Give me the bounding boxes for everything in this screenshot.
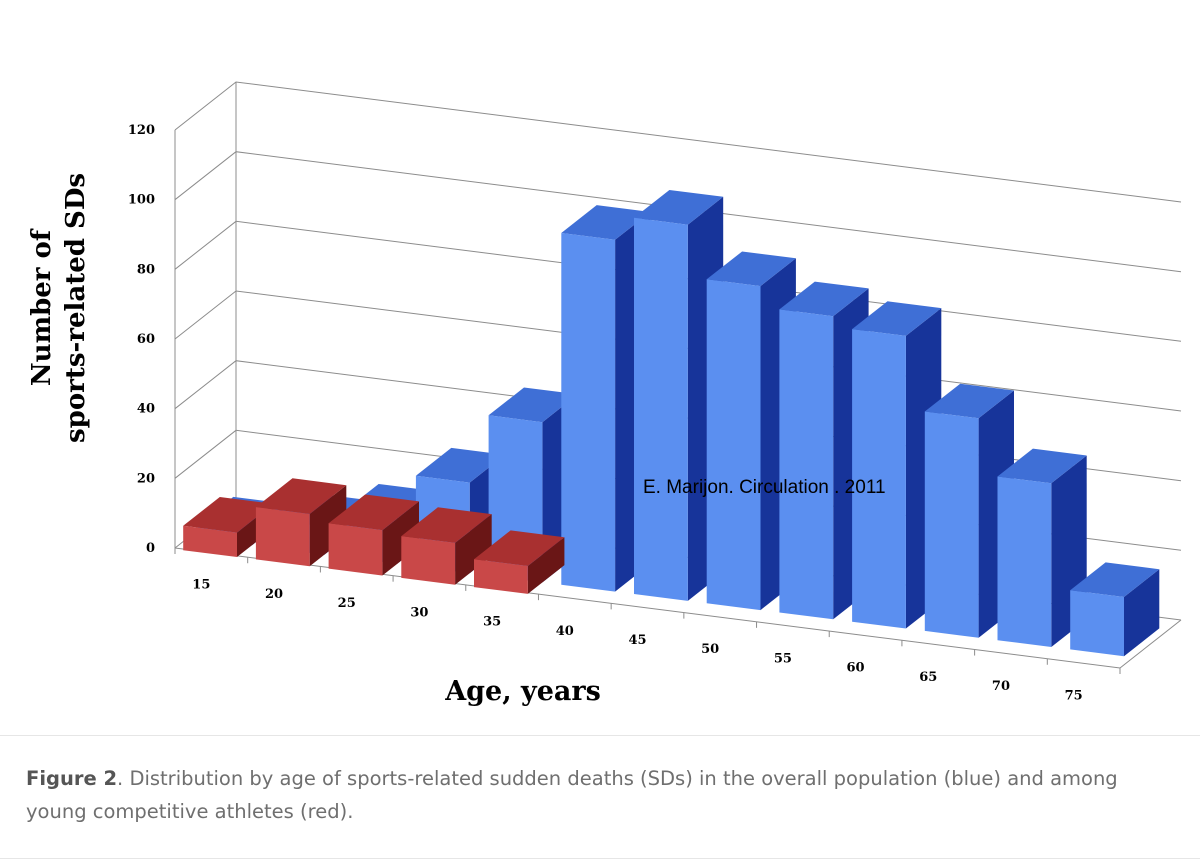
y-axis-title: Number of sports-related SDs [27, 173, 91, 443]
bar-blue [852, 301, 942, 629]
x-tick-label: 25 [338, 596, 356, 611]
bar-red [255, 478, 347, 567]
x-tick-label: 15 [192, 578, 210, 593]
bar-red-top [183, 497, 274, 533]
bar-red-top [474, 530, 565, 566]
bar-blue-front [924, 411, 979, 638]
bars [183, 190, 1160, 657]
bar-blue-top [1070, 562, 1160, 597]
x-tick-label: 40 [556, 624, 574, 639]
x-tick-label: 65 [919, 670, 937, 685]
x-tick-label: 45 [628, 633, 646, 648]
bar-blue-top [415, 447, 506, 483]
x-tick-label: 60 [847, 661, 865, 676]
bar-blue-top [634, 190, 724, 225]
grid [174, 81, 1182, 674]
bar-blue-front [706, 279, 761, 611]
bar-red-front [474, 559, 528, 594]
bar-blue-front [997, 476, 1052, 647]
bar-red-top [401, 507, 492, 543]
bar-red-front [401, 536, 456, 585]
x-tick-label: 55 [774, 651, 792, 666]
gridline [174, 81, 1182, 203]
y-axis-title-line-1: Number of [27, 228, 57, 386]
y-axis-title-line-2: sports-related SDs [61, 173, 91, 443]
caption-divider-top [0, 735, 1200, 736]
y-tick-label: 60 [137, 332, 155, 347]
bar-blue [1070, 562, 1160, 657]
bar-blue-top [706, 251, 796, 287]
bar-blue-top [997, 448, 1087, 484]
bar-blue-top [924, 383, 1014, 419]
bar-red-front [255, 507, 310, 567]
y-tick-label: 120 [128, 123, 155, 138]
x-tick-label: 20 [265, 587, 283, 602]
y-tick-label: 20 [137, 471, 155, 486]
bar-red-front [183, 525, 237, 557]
bar-blue-front [634, 217, 688, 601]
caption-label: Figure 2 [26, 767, 118, 790]
bar-red-front [328, 523, 383, 576]
bar-red-side [455, 514, 492, 585]
caption-text: . Distribution by age of sports-related … [26, 767, 1118, 823]
bar-blue-front [1070, 590, 1124, 657]
bar-blue-front [779, 309, 834, 620]
bar-red-top [255, 478, 347, 514]
tick-labels: 0 20 40 60 80 100 120 15 20 25 30 35 40 45 50 55 60 65 70 7… [128, 123, 1083, 703]
bar-blue-top [488, 387, 578, 423]
bar-blue-side [1124, 569, 1160, 657]
x-tick-label: 75 [1065, 688, 1083, 703]
x-tick-label: 70 [992, 679, 1010, 694]
bar-blue-top [561, 205, 651, 240]
x-tick-label: 35 [483, 615, 501, 630]
caption-divider-bottom [0, 858, 1200, 859]
y-tick-label: 80 [137, 262, 155, 277]
bar-red [328, 494, 419, 576]
bar-red-side [382, 501, 419, 576]
bar-blue-front [561, 233, 616, 592]
x-axis-title: Age, years [444, 676, 601, 707]
y-tick-label: 0 [146, 541, 155, 556]
y-tick-label: 100 [128, 193, 155, 208]
bar-blue-top [779, 281, 869, 317]
bar-red-side [527, 537, 565, 594]
figure-caption: Figure 2. Distribution by age of sports-… [26, 762, 1176, 828]
chart: 0 20 40 60 80 100 120 15 20 25 30 35 40 45 50 55 60 65 70 7… [27, 81, 1182, 707]
bar-blue-top [852, 301, 942, 336]
chart-svg: 0 20 40 60 80 100 120 15 20 25 30 35 40 45 50 55 60 65 70 7… [27, 81, 1182, 707]
y-tick-label: 40 [137, 402, 155, 417]
bar-red-side [309, 485, 347, 567]
bar-red-top [328, 494, 419, 531]
source-annotation: E. Marijon. Circulation . 2011 [643, 477, 886, 498]
bar-blue-front [852, 329, 906, 629]
bar-red [474, 530, 565, 594]
x-tick-label: 30 [410, 605, 428, 620]
bar-red [401, 507, 492, 585]
x-tick-label: 50 [701, 642, 719, 657]
